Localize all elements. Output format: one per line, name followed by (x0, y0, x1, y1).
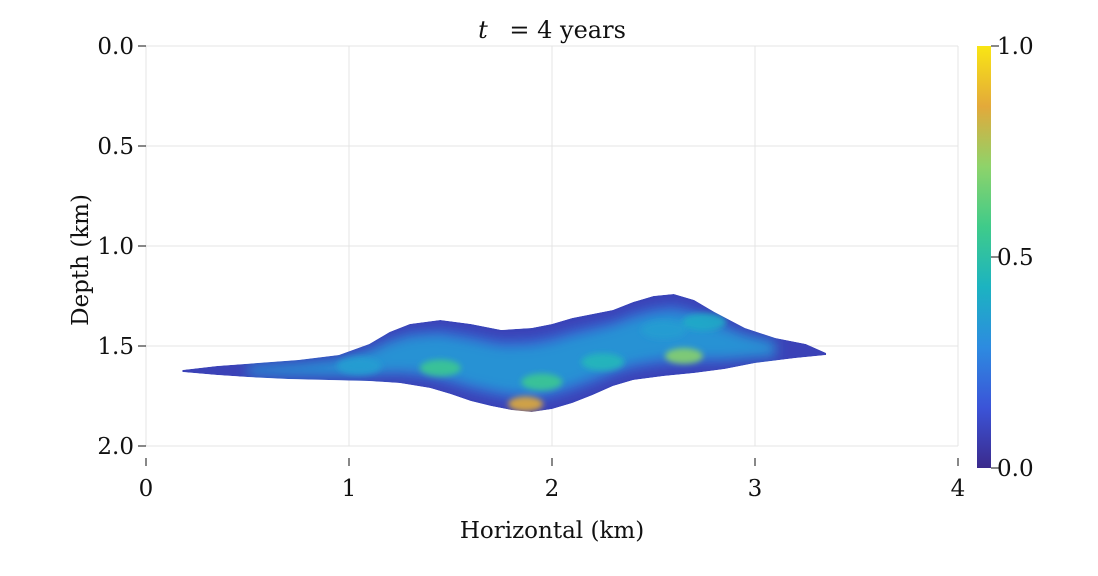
plume-hotspot (641, 321, 687, 339)
chart-title: t = 4 years (478, 16, 626, 44)
x-tick-label: 3 (748, 476, 763, 502)
plume-hotspot (521, 373, 563, 391)
y-tick-label: 0.5 (97, 134, 134, 160)
plume-hotspot (508, 396, 544, 412)
x-tick-label: 1 (342, 476, 357, 502)
plume-hotspot (581, 353, 625, 371)
plume-heatmap (182, 294, 827, 412)
plume-hotspot (419, 359, 461, 377)
x-axis-label: Horizontal (km) (460, 518, 644, 544)
y-axis-label: Depth (km) (68, 194, 94, 326)
x-tick-label: 2 (545, 476, 560, 502)
y-tick-label: 1.0 (97, 234, 134, 260)
plume-hotspot (682, 313, 727, 331)
title-variable: t (478, 16, 488, 44)
x-tick-label: 0 (139, 476, 154, 502)
plume-hotspot (664, 348, 703, 364)
plume-body (182, 294, 827, 412)
y-tick-label: 2.0 (97, 434, 134, 460)
title-rest: = 4 years (509, 16, 626, 44)
axes: 0 1 2 3 4 0.0 0.5 1.0 1.5 2.0 (97, 34, 965, 502)
plume-hotspot (336, 357, 382, 375)
colorbar: 0.0 0.5 1.0 (977, 34, 1034, 482)
y-tick-label: 1.5 (97, 334, 134, 360)
colorbar-tick-label: 1.0 (997, 34, 1034, 60)
colorbar-gradient (977, 46, 991, 468)
colorbar-tick-label: 0.5 (997, 245, 1034, 271)
plume-hotspots (336, 313, 727, 412)
colorbar-tick-label: 0.0 (997, 456, 1034, 482)
y-tick-label: 0.0 (97, 34, 134, 60)
x-tick-label: 4 (951, 476, 966, 502)
